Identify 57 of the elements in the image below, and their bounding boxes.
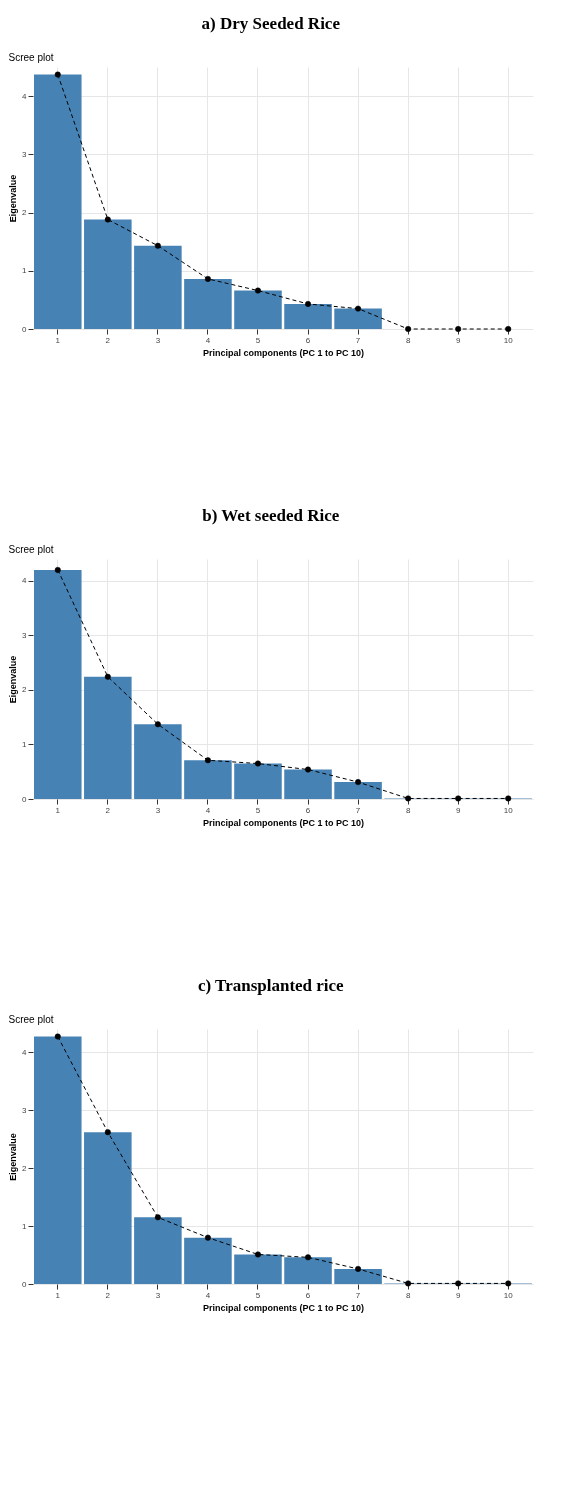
x-axis-title: Principal components (PC 1 to PC 10) [202, 347, 365, 358]
x-tick-label: 9 [455, 335, 461, 345]
x-tick-label: 1 [55, 1290, 61, 1300]
x-tick-label: 9 [455, 805, 461, 815]
x-tick-label: 1 [55, 335, 61, 345]
x-tick-label: 10 [503, 1290, 514, 1300]
x-tick-label: 8 [405, 335, 411, 345]
x-tick-label: 2 [105, 805, 111, 815]
x-tick-label: 3 [155, 1290, 161, 1300]
y-tick-label: 2 [22, 685, 28, 695]
x-tick-label: 9 [455, 1290, 461, 1300]
x-tick-label: 2 [105, 1290, 111, 1300]
y-tick-label: 2 [22, 208, 28, 218]
y-tick-label: 0 [22, 1279, 28, 1289]
y-tick-label: 3 [22, 1105, 28, 1115]
chart-title: c) Transplanted rice [197, 976, 345, 995]
chart-subtitle: Scree plot [8, 1014, 54, 1025]
y-tick-label: 3 [22, 149, 28, 159]
y-tick-label: 4 [22, 91, 28, 101]
x-tick-label: 6 [305, 805, 311, 815]
x-axis-title: Principal components (PC 1 to PC 10) [202, 1302, 365, 1313]
y-tick-label: 4 [22, 576, 28, 586]
chart-subtitle: Scree plot [8, 544, 54, 555]
x-tick-label: 4 [205, 335, 211, 345]
y-tick-label: 1 [22, 739, 28, 749]
x-tick-label: 5 [255, 805, 261, 815]
chart-title: b) Wet seeded Rice [202, 506, 340, 525]
y-tick-label: 3 [22, 630, 28, 640]
x-tick-label: 1 [55, 805, 61, 815]
x-tick-label: 3 [155, 805, 161, 815]
x-tick-label: 8 [405, 1290, 411, 1300]
chart-title: a) Dry Seeded Rice [201, 14, 341, 33]
x-tick-label: 6 [305, 1290, 311, 1300]
x-tick-label: 3 [155, 335, 161, 345]
x-tick-label: 7 [355, 1290, 361, 1300]
x-axis-title: Principal components (PC 1 to PC 10) [202, 817, 365, 828]
y-tick-label: 1 [22, 1221, 28, 1231]
y-tick-label: 1 [22, 266, 28, 276]
x-tick-label: 10 [503, 335, 514, 345]
x-tick-label: 10 [503, 805, 514, 815]
x-tick-label: 6 [305, 335, 311, 345]
x-tick-label: 2 [105, 335, 111, 345]
x-tick-label: 8 [405, 805, 411, 815]
x-tick-label: 7 [355, 335, 361, 345]
x-tick-label: 5 [255, 1290, 261, 1300]
y-axis-title: Eigenvalue [8, 1133, 19, 1181]
y-tick-label: 2 [22, 1163, 28, 1173]
y-tick-label: 0 [22, 324, 28, 334]
y-axis-title: Eigenvalue [8, 655, 19, 704]
x-tick-label: 5 [255, 335, 261, 345]
y-axis-title: Eigenvalue [8, 174, 19, 223]
y-tick-label: 0 [22, 794, 28, 804]
x-tick-label: 4 [205, 805, 211, 815]
y-tick-label: 4 [22, 1047, 28, 1057]
x-tick-label: 7 [355, 805, 361, 815]
chart-subtitle: Scree plot [8, 52, 54, 63]
x-tick-label: 4 [205, 1290, 211, 1300]
